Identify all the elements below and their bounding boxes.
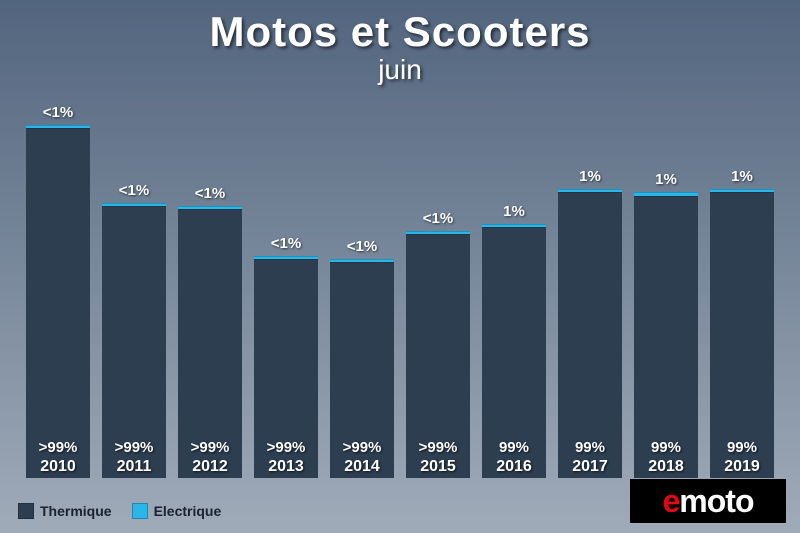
thermique-pct-label: >99% — [178, 439, 241, 456]
year-label: 2012 — [178, 458, 241, 476]
thermique-pct-label: 99% — [710, 439, 773, 456]
legend-label: Thermique — [40, 503, 112, 519]
bar-stack: >99% 2010 — [26, 125, 89, 478]
thermique-pct-label: 99% — [482, 439, 545, 456]
electric-pct-label: 1% — [731, 168, 753, 185]
thermique-pct-label: 99% — [634, 439, 697, 456]
legend-label: Electrique — [154, 503, 222, 519]
segment-thermique: 99% 2016 — [482, 227, 545, 478]
segment-thermique: >99% 2014 — [330, 262, 393, 478]
segment-thermique: >99% 2012 — [178, 209, 241, 478]
legend-swatch — [132, 503, 148, 519]
logo-prefix: e — [663, 483, 680, 520]
bar-column: <1% >99% 2011 — [98, 95, 170, 478]
year-label: 2015 — [406, 458, 469, 476]
legend-item: Electrique — [132, 503, 222, 519]
bar-column: 1% 99% 2018 — [630, 95, 702, 478]
bar-chart: <1% >99% 2010 <1% >99% 2011 <1% >99% 2012 <1% >99%… — [20, 95, 780, 478]
bar-column: 1% 99% 2019 — [706, 95, 778, 478]
bar-stack: 99% 2016 — [482, 224, 545, 478]
bar-column: <1% >99% 2012 — [174, 95, 246, 478]
bar-column: <1% >99% 2013 — [250, 95, 322, 478]
electric-pct-label: <1% — [43, 104, 73, 121]
electric-pct-label: 1% — [503, 203, 525, 220]
legend-item: Thermique — [18, 503, 112, 519]
chart-title: Motos et Scooters — [0, 0, 800, 56]
thermique-pct-label: >99% — [254, 439, 317, 456]
bar-column: <1% >99% 2014 — [326, 95, 398, 478]
bar-column: <1% >99% 2010 — [22, 95, 94, 478]
thermique-pct-label: >99% — [406, 439, 469, 456]
segment-thermique: >99% 2011 — [102, 206, 165, 478]
electric-pct-label: <1% — [347, 238, 377, 255]
year-label: 2018 — [634, 458, 697, 476]
year-label: 2019 — [710, 458, 773, 476]
year-label: 2017 — [558, 458, 621, 476]
thermique-pct-label: >99% — [102, 439, 165, 456]
electric-pct-label: <1% — [271, 235, 301, 252]
electric-pct-label: 1% — [579, 168, 601, 185]
bar-stack: >99% 2015 — [406, 231, 469, 478]
segment-thermique: >99% 2015 — [406, 234, 469, 478]
chart-subtitle: juin — [0, 54, 800, 86]
legend-swatch — [18, 503, 34, 519]
bar-stack: 99% 2017 — [558, 189, 621, 478]
electric-pct-label: <1% — [195, 185, 225, 202]
bar-column: <1% >99% 2015 — [402, 95, 474, 478]
bar-stack: >99% 2013 — [254, 256, 317, 478]
bar-stack: >99% 2012 — [178, 206, 241, 478]
year-label: 2010 — [26, 458, 89, 476]
segment-thermique: 99% 2017 — [558, 192, 621, 478]
year-label: 2013 — [254, 458, 317, 476]
emoto-logo: emoto — [630, 479, 786, 523]
thermique-pct-label: >99% — [26, 439, 89, 456]
legend: Thermique Electrique — [18, 503, 221, 519]
segment-thermique: >99% 2013 — [254, 259, 317, 478]
year-label: 2016 — [482, 458, 545, 476]
bar-column: 1% 99% 2016 — [478, 95, 550, 478]
bar-stack: 99% 2019 — [710, 189, 773, 478]
year-label: 2011 — [102, 458, 165, 476]
bar-stack: >99% 2014 — [330, 259, 393, 478]
bar-column: 1% 99% 2017 — [554, 95, 626, 478]
logo-suffix: moto — [679, 483, 753, 520]
bar-stack: 99% 2018 — [634, 192, 697, 478]
year-label: 2014 — [330, 458, 393, 476]
bar-stack: >99% 2011 — [102, 203, 165, 478]
electric-pct-label: <1% — [119, 182, 149, 199]
segment-thermique: >99% 2010 — [26, 128, 89, 478]
segment-thermique: 99% 2018 — [634, 196, 697, 478]
thermique-pct-label: 99% — [558, 439, 621, 456]
segment-thermique: 99% 2019 — [710, 192, 773, 478]
electric-pct-label: 1% — [655, 171, 677, 188]
thermique-pct-label: >99% — [330, 439, 393, 456]
electric-pct-label: <1% — [423, 210, 453, 227]
